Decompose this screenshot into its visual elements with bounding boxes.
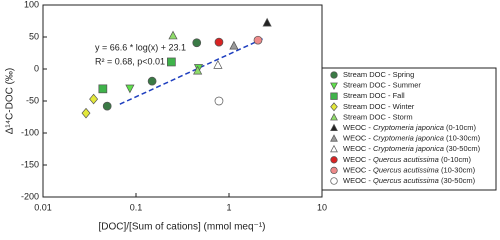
annotation: R² = 0.68, p<0.01 bbox=[95, 56, 165, 66]
data-point bbox=[213, 60, 223, 69]
data-point bbox=[102, 101, 112, 111]
legend-label: WEOC - Cryptomeria japonica (0-10cm) bbox=[343, 123, 476, 132]
legend-marker bbox=[330, 177, 338, 185]
trend-line bbox=[119, 37, 265, 105]
data-point bbox=[98, 84, 108, 94]
legend-label: Stream DOC - Storm bbox=[343, 112, 413, 121]
data-point bbox=[168, 30, 178, 40]
data-point bbox=[193, 65, 203, 75]
y-tick-label: 50 bbox=[29, 31, 39, 41]
legend-marker bbox=[330, 71, 338, 79]
data-point bbox=[81, 107, 91, 119]
y-axis-title: Δ¹⁴C-DOC (‰) bbox=[5, 68, 16, 135]
legend-label: WEOC - Quercus acutissima (30-50cm) bbox=[343, 176, 476, 185]
y-tick-label: -200 bbox=[21, 191, 39, 201]
legend-label: WEOC - Cryptomeria japonica (30-50cm) bbox=[343, 144, 481, 153]
data-point bbox=[125, 84, 135, 94]
y-tick-label: -50 bbox=[26, 95, 39, 105]
legend-marker bbox=[330, 156, 338, 164]
legend-marker bbox=[330, 92, 338, 100]
data-point bbox=[89, 93, 99, 105]
x-tick-label: 10 bbox=[317, 202, 327, 212]
data-point bbox=[147, 76, 157, 86]
legend-label: Stream DOC - Spring bbox=[343, 70, 414, 79]
y-tick-label: 100 bbox=[24, 0, 39, 9]
data-point bbox=[167, 57, 176, 67]
legend-marker bbox=[330, 134, 338, 142]
legend-marker bbox=[330, 123, 338, 131]
legend-marker bbox=[330, 102, 338, 112]
data-point bbox=[214, 37, 224, 47]
legend-label: WEOC - Quercus acutissima (10-30cm) bbox=[343, 165, 476, 174]
data-point bbox=[229, 40, 239, 50]
x-tick-label: 0.1 bbox=[130, 202, 143, 212]
annotation: y = 66.6 * log(x) + 23.1 bbox=[95, 42, 186, 52]
y-tick-label: 0 bbox=[34, 63, 39, 73]
legend-label: Stream DOC - Winter bbox=[343, 102, 415, 111]
legend-marker bbox=[330, 166, 338, 175]
legend-label: WEOC - Cryptomeria japonica (10-30cm) bbox=[343, 134, 481, 143]
legend-marker bbox=[330, 113, 338, 121]
legend-label: WEOC - Quercus acutissima (0-10cm) bbox=[343, 155, 471, 164]
legend-label: Stream DOC - Fall bbox=[343, 91, 405, 100]
y-tick-label: -150 bbox=[21, 159, 39, 169]
x-axis-title: [DOC]/[Sum of cations] (mmol meq⁻¹) bbox=[99, 222, 266, 233]
legend-marker bbox=[330, 144, 338, 153]
x-tick-label: 0.01 bbox=[34, 202, 52, 212]
y-tick-label: -100 bbox=[21, 127, 39, 137]
legend-label: Stream DOC - Summer bbox=[343, 81, 421, 90]
data-point bbox=[262, 17, 272, 27]
x-tick-label: 1 bbox=[226, 202, 231, 212]
legend-marker bbox=[330, 82, 338, 90]
data-point bbox=[214, 96, 224, 106]
data-point bbox=[192, 38, 202, 48]
data-point bbox=[253, 35, 263, 45]
plot-frame bbox=[42, 4, 323, 198]
legend-frame bbox=[321, 67, 497, 191]
